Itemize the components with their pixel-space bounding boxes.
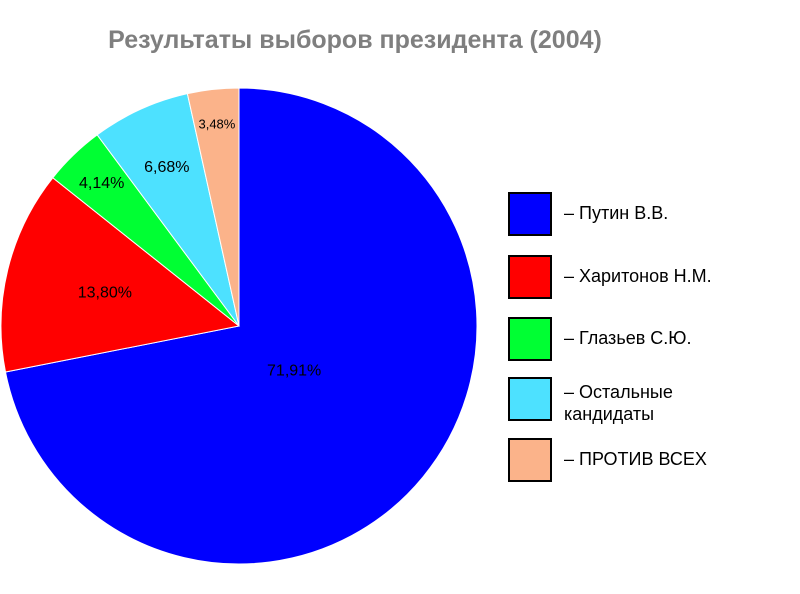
- slice-putin: [4, 87, 478, 565]
- chart-title: Результаты выборов президента (2004): [108, 26, 602, 54]
- legend-swatch: [508, 377, 552, 421]
- slice-label: 4,14%: [79, 175, 124, 192]
- legend-label: – Путин В.В.: [564, 203, 669, 223]
- legend-label: – Глазьев С.Ю.: [564, 328, 692, 348]
- legend-swatch: [508, 438, 552, 482]
- legend-swatch: [508, 317, 552, 361]
- slice-against-all: [186, 87, 240, 327]
- slice-label: 71,91%: [267, 363, 321, 380]
- pie-labels: 71,91% 13,80% 4,14% 6,68% 3,48%: [78, 116, 322, 379]
- slice-label: 13,80%: [78, 285, 132, 302]
- legend-label: – ПРОТИВ ВСЕХ: [564, 449, 707, 469]
- slice-label: 6,68%: [144, 159, 189, 176]
- pie-slices: [0, 87, 478, 565]
- legend-swatch: [508, 192, 552, 236]
- legend-swatch: [508, 255, 552, 299]
- slice-kharitonov: [0, 177, 241, 373]
- legend-label: – Остальные кандидаты: [564, 382, 673, 424]
- legend-label: – Харитонов Н.М.: [564, 266, 712, 286]
- slice-label: 3,48%: [198, 116, 235, 131]
